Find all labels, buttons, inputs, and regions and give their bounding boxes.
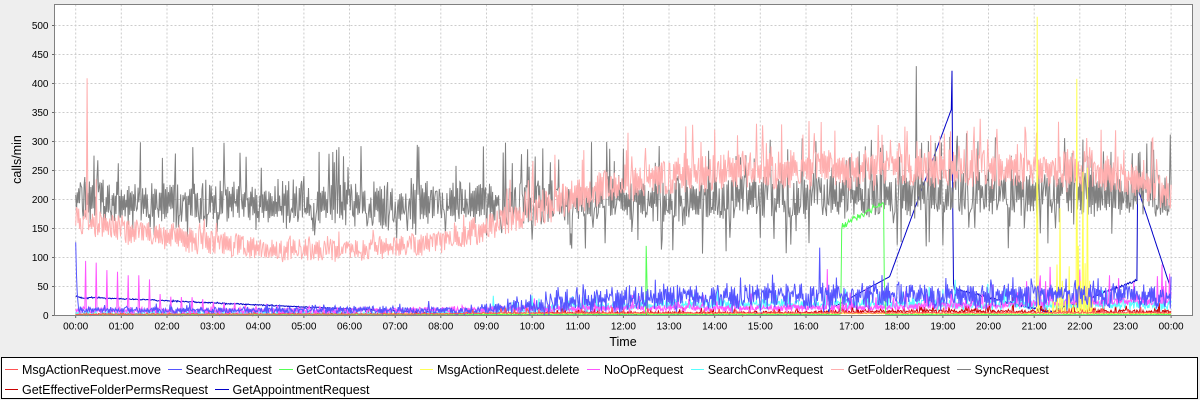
svg-text:10:00: 10:00 [520, 322, 545, 333]
svg-text:20:00: 20:00 [976, 322, 1001, 333]
svg-text:500: 500 [32, 21, 49, 32]
svg-text:calls/min: calls/min [10, 135, 24, 184]
svg-text:15:00: 15:00 [748, 322, 773, 333]
svg-text:11:00: 11:00 [566, 322, 591, 333]
svg-text:400: 400 [32, 79, 49, 90]
svg-text:22:00: 22:00 [1067, 322, 1092, 333]
svg-text:200: 200 [32, 195, 49, 206]
svg-text:450: 450 [32, 50, 49, 61]
svg-text:00:00: 00:00 [1159, 322, 1184, 333]
svg-text:16:00: 16:00 [793, 322, 818, 333]
svg-text:01:00: 01:00 [109, 322, 134, 333]
svg-text:12:00: 12:00 [611, 322, 636, 333]
svg-text:04:00: 04:00 [246, 322, 271, 333]
svg-text:13:00: 13:00 [656, 322, 681, 333]
svg-text:0: 0 [43, 311, 49, 322]
svg-text:07:00: 07:00 [383, 322, 408, 333]
svg-text:17:00: 17:00 [839, 322, 864, 333]
svg-text:250: 250 [32, 166, 49, 177]
svg-text:100: 100 [32, 253, 49, 264]
svg-text:300: 300 [32, 137, 49, 148]
svg-text:21:00: 21:00 [1022, 322, 1047, 333]
svg-text:23:00: 23:00 [1113, 322, 1138, 333]
svg-text:150: 150 [32, 224, 49, 235]
svg-text:18:00: 18:00 [885, 322, 910, 333]
svg-text:02:00: 02:00 [154, 322, 179, 333]
svg-text:50: 50 [37, 282, 49, 293]
svg-text:03:00: 03:00 [200, 322, 225, 333]
svg-text:05:00: 05:00 [291, 322, 316, 333]
svg-text:00:00: 00:00 [63, 322, 88, 333]
svg-text:09:00: 09:00 [474, 322, 499, 333]
svg-text:350: 350 [32, 108, 49, 119]
svg-text:14:00: 14:00 [702, 322, 727, 333]
svg-text:08:00: 08:00 [428, 322, 453, 333]
svg-text:19:00: 19:00 [930, 322, 955, 333]
svg-text:06:00: 06:00 [337, 322, 362, 333]
svg-text:Time: Time [609, 335, 636, 349]
